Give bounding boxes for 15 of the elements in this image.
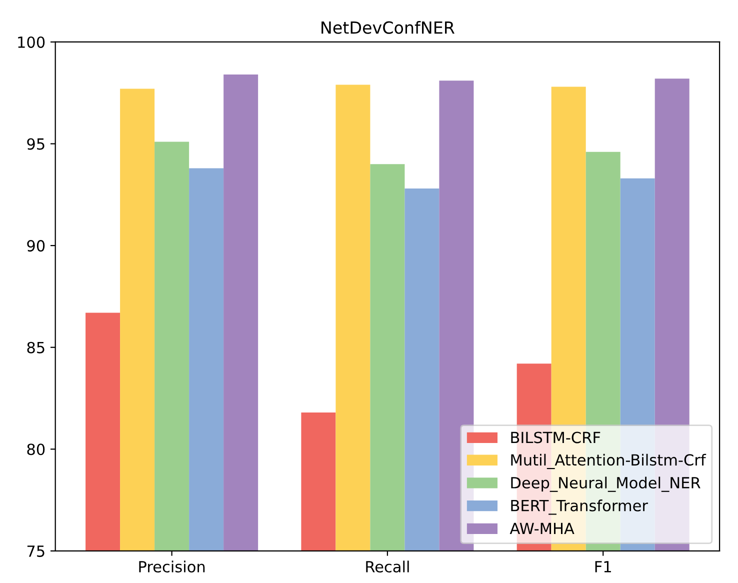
y-tick-label: 95 xyxy=(27,138,44,150)
y-tick-label: 75 xyxy=(27,546,44,557)
legend-label: BILSTM-CRF xyxy=(511,432,600,444)
x-tick-label: Precision xyxy=(139,560,205,572)
y-tick-label: 85 xyxy=(27,342,44,354)
legend-label: Mutil_Attention-Bilstm-Crf xyxy=(511,454,706,470)
legend-label: Deep_Neural_Model_NER xyxy=(511,476,700,492)
legend-label: AW-MHA xyxy=(510,522,574,534)
chart-title: NetDevConfNER xyxy=(322,20,454,34)
legend-label: BERT_Transformer xyxy=(511,500,648,515)
x-tick-label: F1 xyxy=(595,561,611,572)
y-tick-label: 80 xyxy=(27,444,45,456)
x-tick-label: Recall xyxy=(366,560,409,572)
y-tick-label: 90 xyxy=(27,240,45,252)
y-tick-label: 100 xyxy=(18,36,45,48)
